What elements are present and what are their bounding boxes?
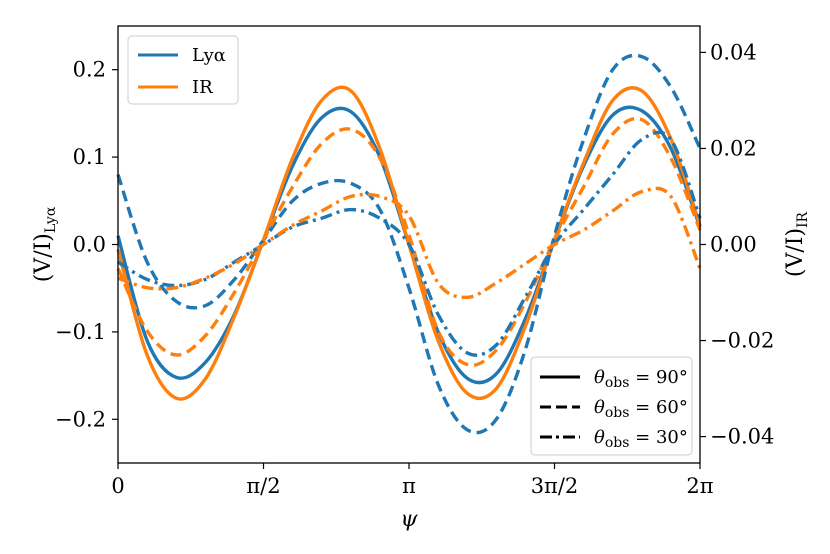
y-right-label-main: (V/I) (783, 228, 808, 277)
x-axis-ticks: 0 π/2 π 3π/2 2π (111, 463, 714, 498)
legend-viewing-angle: θobs = 90° θobs = 60° θobs = 30° (530, 356, 693, 456)
legend-60-label: θobs = 60° (594, 397, 688, 421)
series-line-ir-dashdot (117, 186, 702, 300)
y-left-label-sub: Lyα (43, 206, 59, 233)
y-right-tick-label: −0.02 (710, 329, 774, 353)
legend-90-label: θobs = 90° (594, 367, 688, 391)
legend-30-label: θobs = 30° (594, 427, 688, 451)
series-layer (116, 53, 702, 435)
x-tick-label: 0 (111, 474, 124, 498)
series-line-lya-dashed (116, 53, 702, 435)
y-left-tick-label: −0.2 (55, 407, 106, 431)
x-tick-label: 2π (686, 474, 713, 498)
y-left-axis-label: (V/I)Lyα (31, 206, 59, 282)
x-tick-label: π (402, 474, 416, 498)
y-left-axis-ticks: −0.2 −0.1 0.0 0.1 0.2 (55, 58, 118, 431)
series-line-lya-dashdot (117, 130, 702, 357)
y-right-tick-label: 0.04 (710, 40, 757, 64)
series-line-ir-dashed (116, 116, 702, 367)
y-left-tick-label: −0.1 (55, 320, 106, 344)
y-left-tick-label: 0.1 (73, 145, 106, 169)
legend-series: Lyα IR (127, 35, 239, 105)
legend-lya-label: Lyα (192, 45, 226, 66)
y-right-axis-label: (V/I)IR (783, 211, 811, 277)
y-left-label-main: (V/I) (31, 233, 56, 282)
y-left-tick-label: 0.0 (73, 233, 106, 257)
x-axis-label: ψ (400, 507, 418, 532)
y-right-tick-label: −0.04 (710, 425, 774, 449)
x-tick-label: 3π/2 (531, 474, 579, 498)
legend-ir-label: IR (192, 77, 213, 98)
x-tick-label: π/2 (246, 474, 280, 498)
y-right-axis-ticks: −0.04 −0.02 0.00 0.02 0.04 (700, 40, 774, 449)
y-right-tick-label: 0.02 (710, 136, 757, 160)
y-right-tick-label: 0.00 (710, 233, 757, 257)
y-right-label-sub: IR (795, 211, 811, 228)
y-left-tick-label: 0.2 (73, 58, 106, 82)
